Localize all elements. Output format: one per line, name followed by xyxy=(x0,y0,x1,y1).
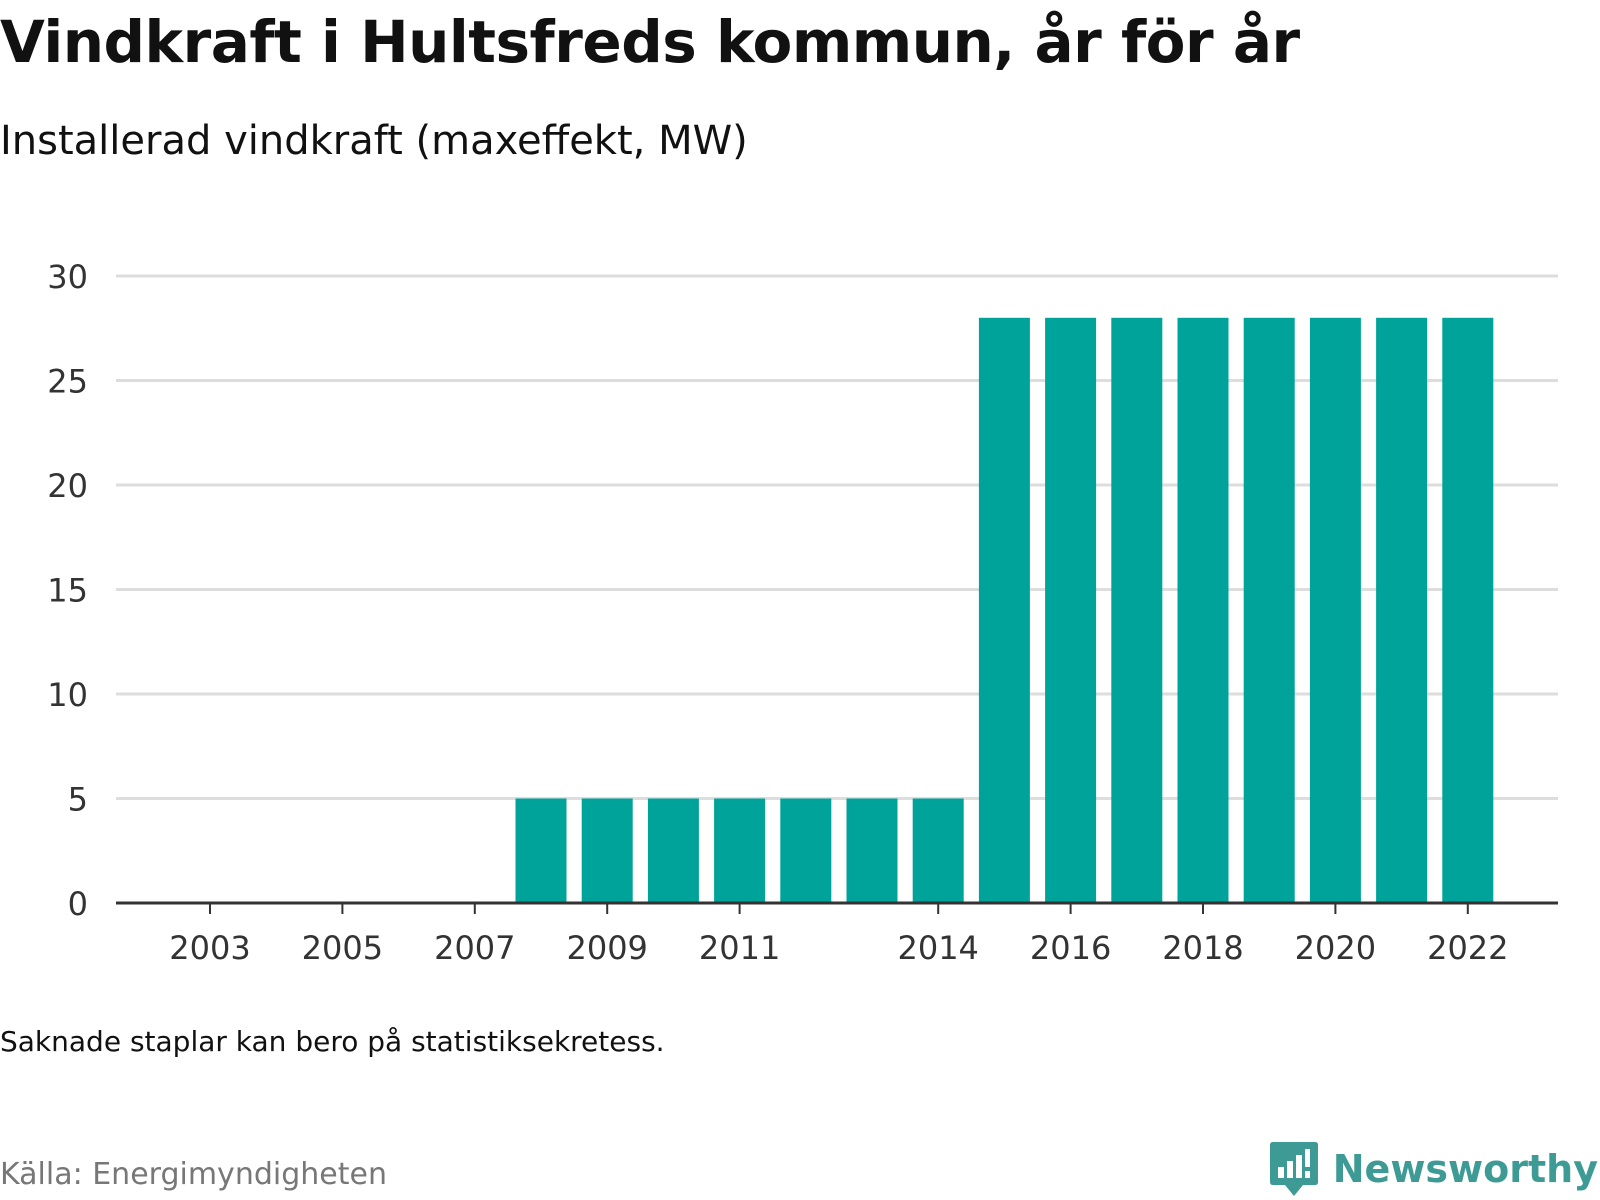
footnote: Saknade staplar kan bero på statistiksek… xyxy=(0,1025,665,1058)
x-tick-label: 2003 xyxy=(169,929,250,967)
bar xyxy=(647,798,699,903)
chart-title: Vindkraft i Hultsfreds kommun, år för år xyxy=(0,8,1300,76)
x-tick-label: 2007 xyxy=(434,929,515,967)
y-tick-label: 10 xyxy=(47,676,88,714)
bar xyxy=(978,317,1030,903)
y-tick-label: 25 xyxy=(47,363,88,401)
x-tick-label: 2022 xyxy=(1427,929,1508,967)
x-tick-label: 2016 xyxy=(1030,929,1111,967)
axes: 0 5 10 15 20 25 30 2003 2005 2007 2009 2011 2014 2016… xyxy=(47,258,1558,967)
bars xyxy=(515,317,1494,903)
bar xyxy=(515,798,567,903)
bar xyxy=(1045,317,1097,903)
x-tick-label: 2009 xyxy=(566,929,647,967)
brand-logo: Newsworthy xyxy=(1269,1140,1598,1198)
newsworthy-logo-icon xyxy=(1269,1142,1318,1196)
x-tick-label: 2020 xyxy=(1295,929,1376,967)
bar xyxy=(714,798,766,903)
x-tick-label: 2005 xyxy=(302,929,383,967)
y-tick-label: 15 xyxy=(47,572,88,610)
bar-chart: 0 5 10 15 20 25 30 2003 2005 2007 2009 2011 2014 2016… xyxy=(47,258,1558,967)
x-tick-label: 2014 xyxy=(897,929,978,967)
bar xyxy=(1376,317,1428,903)
bar xyxy=(846,798,898,903)
bar xyxy=(1309,317,1361,903)
bar xyxy=(1442,317,1494,903)
chart-subtitle: Installerad vindkraft (maxeffekt, MW) xyxy=(0,118,748,164)
y-tick-label: 0 xyxy=(68,885,88,923)
bar xyxy=(1243,317,1295,903)
source-label: Källa: Energimyndigheten xyxy=(0,1157,387,1192)
bar xyxy=(581,798,633,903)
x-tick-label: 2018 xyxy=(1162,929,1243,967)
brand-name: Newsworthy xyxy=(1332,1147,1598,1191)
bar xyxy=(780,798,832,903)
x-tick-label: 2011 xyxy=(699,929,780,967)
y-tick-label: 30 xyxy=(47,258,88,296)
bar xyxy=(1177,317,1229,903)
y-tick-label: 20 xyxy=(47,467,88,505)
y-tick-label: 5 xyxy=(68,781,88,819)
bar xyxy=(912,798,964,903)
bar xyxy=(1111,317,1163,903)
